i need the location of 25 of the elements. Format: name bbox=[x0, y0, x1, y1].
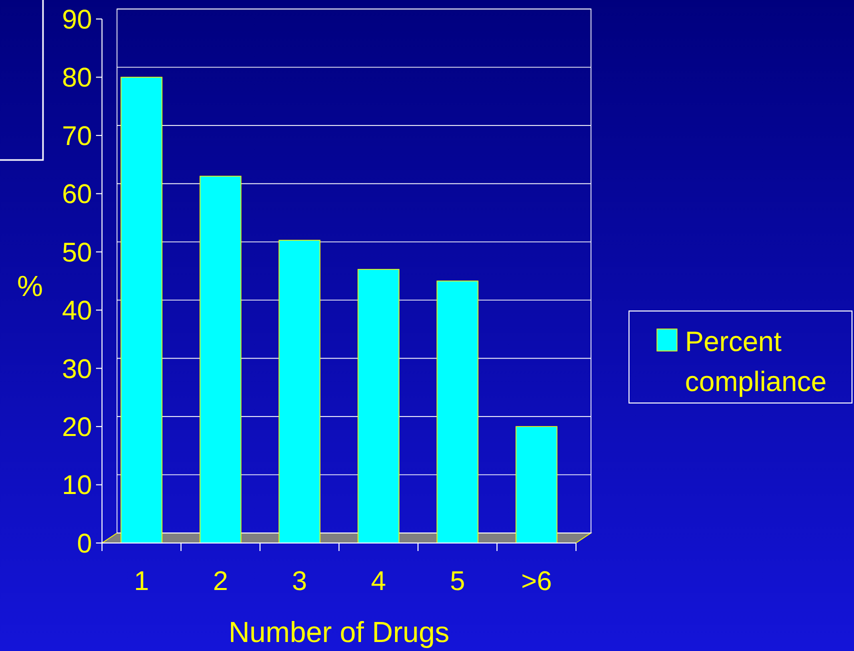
bar bbox=[200, 176, 242, 544]
bar bbox=[278, 240, 320, 544]
y-tick-label: 30 bbox=[62, 354, 92, 384]
y-tick-label: 50 bbox=[62, 237, 92, 268]
y-tick-label: 40 bbox=[62, 296, 92, 326]
bar bbox=[436, 280, 478, 544]
y-tick-label: 80 bbox=[62, 62, 92, 93]
y-tick-label: 60 bbox=[62, 179, 92, 210]
x-tick-label: 4 bbox=[370, 566, 386, 596]
x-tick-label: 1 bbox=[134, 566, 150, 596]
bar bbox=[358, 268, 400, 544]
y-tick-label: 10 bbox=[62, 470, 92, 500]
y-tick-label: 0 bbox=[76, 528, 92, 558]
bar bbox=[516, 426, 558, 544]
bar bbox=[120, 76, 162, 544]
x-tick-label: 2 bbox=[212, 566, 228, 596]
y-tick-label: 20 bbox=[62, 412, 92, 442]
x-tick-label: >6 bbox=[521, 566, 552, 596]
y-tick-label: 90 bbox=[62, 4, 92, 34]
y-tick-label: 70 bbox=[62, 120, 92, 151]
legend-label: Percent compliance bbox=[685, 326, 827, 397]
y-axis-title: % bbox=[17, 271, 43, 303]
x-tick-label: 5 bbox=[450, 566, 466, 596]
x-tick-label: 3 bbox=[292, 566, 308, 596]
x-axis-title: Number of Drugs bbox=[228, 617, 450, 649]
